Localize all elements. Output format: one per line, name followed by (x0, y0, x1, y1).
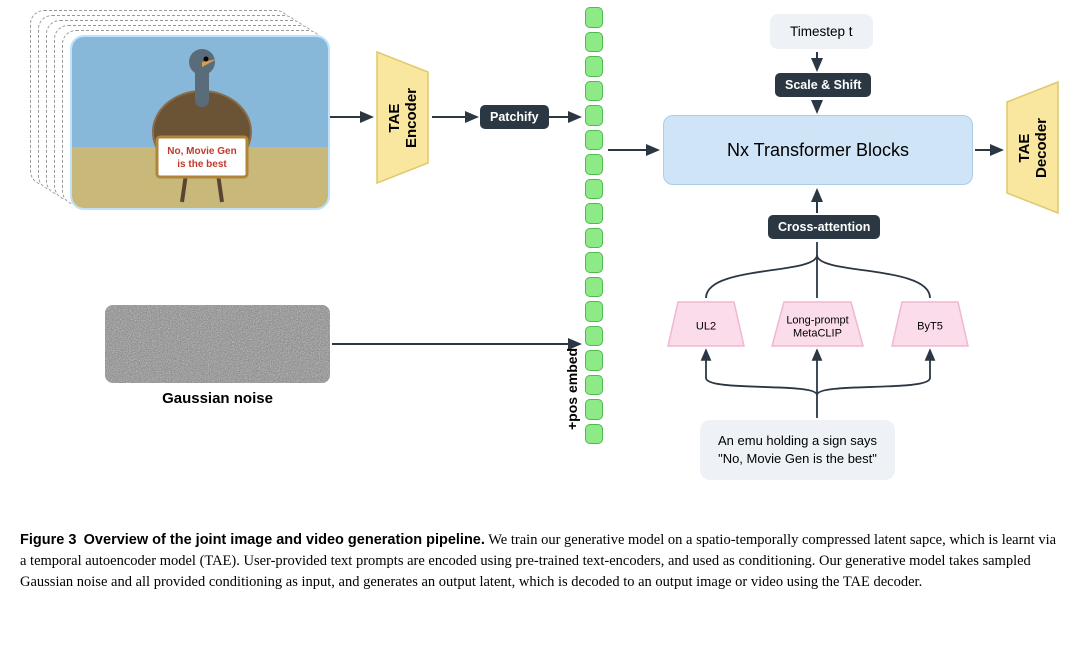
figure-title: Overview of the joint image and video ge… (84, 532, 485, 548)
token (585, 228, 603, 249)
frame-main-image: No, Movie Gen is the best (70, 35, 330, 210)
token (585, 7, 603, 28)
token (585, 301, 603, 322)
prompt-line1: An emu holding a sign says (718, 433, 877, 448)
token-column (585, 7, 603, 444)
gaussian-noise-label: Gaussian noise (110, 390, 325, 407)
token (585, 399, 603, 420)
tae-encoder-label: TAEEncoder (386, 87, 420, 147)
token (585, 130, 603, 151)
tae-decoder-label: TAEDecoder (1016, 117, 1050, 177)
pos-embed-label: +pos embed (564, 348, 580, 430)
token (585, 326, 603, 347)
scale-shift-tag: Scale & Shift (775, 73, 871, 97)
token (585, 32, 603, 53)
sign-text-1: No, Movie Gen (167, 146, 236, 157)
token (585, 105, 603, 126)
token (585, 56, 603, 77)
token (585, 375, 603, 396)
tae-decoder-block: TAEDecoder (1005, 80, 1060, 215)
ul2-encoder: UL2 (666, 300, 746, 348)
architecture-diagram: No, Movie Gen is the best TAEEncoder Pat… (0, 0, 1080, 510)
metaclip-encoder: Long-promptMetaCLIP (770, 300, 865, 348)
token (585, 350, 603, 371)
figure-caption: Figure 3 Overview of the joint image and… (20, 530, 1060, 593)
metaclip-label: Long-promptMetaCLIP (786, 314, 848, 339)
figure-number: Figure 3 (20, 532, 76, 548)
text-prompt-box: An emu holding a sign says "No, Movie Ge… (700, 420, 895, 480)
tae-encoder-block: TAEEncoder (375, 50, 430, 185)
token (585, 277, 603, 298)
cross-attention-tag: Cross-attention (768, 215, 880, 239)
transformer-blocks: Nx Transformer Blocks (663, 115, 973, 185)
sign-text-2: is the best (177, 159, 227, 170)
token (585, 252, 603, 273)
byt5-encoder: ByT5 (890, 300, 970, 348)
token (585, 81, 603, 102)
ul2-label: UL2 (696, 321, 716, 334)
patchify-tag: Patchify (480, 105, 549, 129)
token (585, 179, 603, 200)
token (585, 203, 603, 224)
gaussian-noise-box (105, 305, 330, 383)
timestep-box: Timestep t (770, 14, 873, 49)
token (585, 424, 603, 445)
byt5-label: ByT5 (917, 321, 943, 334)
prompt-line2: "No, Movie Gen is the best" (718, 451, 877, 466)
token (585, 154, 603, 175)
